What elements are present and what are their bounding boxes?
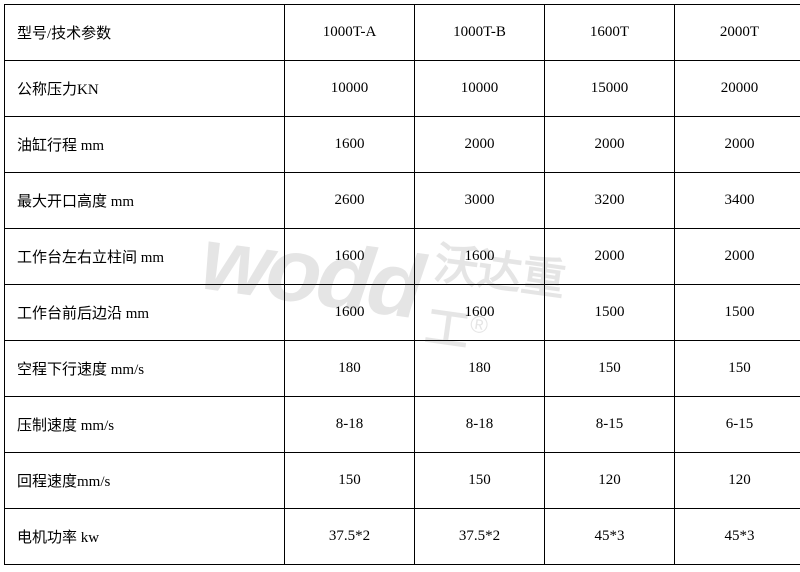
cell-value: 2000 xyxy=(545,117,675,173)
cell-value: 180 xyxy=(415,341,545,397)
cell-value: 2000 xyxy=(415,117,545,173)
cell-value: 1600 xyxy=(285,285,415,341)
cell-value: 3200 xyxy=(545,173,675,229)
cell-value: 8-18 xyxy=(415,397,545,453)
cell-value: 150 xyxy=(675,341,800,397)
row-label: 空程下行速度 mm/s xyxy=(5,341,285,397)
table-row: 回程速度mm/s 150 150 120 120 xyxy=(5,453,800,509)
cell-value: 3400 xyxy=(675,173,800,229)
cell-value: 20000 xyxy=(675,61,800,117)
cell-value: 15000 xyxy=(545,61,675,117)
table-row: 电机功率 kw 37.5*2 37.5*2 45*3 45*3 xyxy=(5,509,800,565)
cell-value: 2000 xyxy=(675,229,800,285)
table-row: 工作台左右立柱间 mm 1600 1600 2000 2000 xyxy=(5,229,800,285)
table-row: 油缸行程 mm 1600 2000 2000 2000 xyxy=(5,117,800,173)
row-label: 油缸行程 mm xyxy=(5,117,285,173)
table-row: 空程下行速度 mm/s 180 180 150 150 xyxy=(5,341,800,397)
row-label: 工作台前后边沿 mm xyxy=(5,285,285,341)
cell-value: 45*3 xyxy=(675,509,800,565)
cell-value: 150 xyxy=(285,453,415,509)
table-row: 最大开口高度 mm 2600 3000 3200 3400 xyxy=(5,173,800,229)
cell-value: 1600 xyxy=(285,229,415,285)
cell-value: 45*3 xyxy=(545,509,675,565)
cell-value: 1500 xyxy=(545,285,675,341)
cell-value: 1500 xyxy=(675,285,800,341)
spec-table-container: 型号/技术参数 1000T-A 1000T-B 1600T 2000T 公称压力… xyxy=(0,0,800,569)
header-model: 1600T xyxy=(545,5,675,61)
header-model: 2000T xyxy=(675,5,800,61)
cell-value: 1600 xyxy=(285,117,415,173)
cell-value: 8-18 xyxy=(285,397,415,453)
cell-value: 37.5*2 xyxy=(415,509,545,565)
table-row: 公称压力KN 10000 10000 15000 20000 xyxy=(5,61,800,117)
table-header-row: 型号/技术参数 1000T-A 1000T-B 1600T 2000T xyxy=(5,5,800,61)
cell-value: 10000 xyxy=(285,61,415,117)
row-label: 回程速度mm/s xyxy=(5,453,285,509)
row-label: 公称压力KN xyxy=(5,61,285,117)
cell-value: 1600 xyxy=(415,229,545,285)
table-row: 工作台前后边沿 mm 1600 1600 1500 1500 xyxy=(5,285,800,341)
header-param: 型号/技术参数 xyxy=(5,5,285,61)
header-model: 1000T-B xyxy=(415,5,545,61)
spec-table: 型号/技术参数 1000T-A 1000T-B 1600T 2000T 公称压力… xyxy=(4,4,800,565)
row-label: 最大开口高度 mm xyxy=(5,173,285,229)
cell-value: 8-15 xyxy=(545,397,675,453)
cell-value: 3000 xyxy=(415,173,545,229)
cell-value: 2000 xyxy=(545,229,675,285)
row-label: 压制速度 mm/s xyxy=(5,397,285,453)
cell-value: 150 xyxy=(415,453,545,509)
cell-value: 150 xyxy=(545,341,675,397)
cell-value: 6-15 xyxy=(675,397,800,453)
row-label: 工作台左右立柱间 mm xyxy=(5,229,285,285)
cell-value: 10000 xyxy=(415,61,545,117)
cell-value: 1600 xyxy=(415,285,545,341)
cell-value: 2600 xyxy=(285,173,415,229)
header-model: 1000T-A xyxy=(285,5,415,61)
cell-value: 180 xyxy=(285,341,415,397)
cell-value: 120 xyxy=(675,453,800,509)
cell-value: 120 xyxy=(545,453,675,509)
cell-value: 37.5*2 xyxy=(285,509,415,565)
table-row: 压制速度 mm/s 8-18 8-18 8-15 6-15 xyxy=(5,397,800,453)
row-label: 电机功率 kw xyxy=(5,509,285,565)
cell-value: 2000 xyxy=(675,117,800,173)
